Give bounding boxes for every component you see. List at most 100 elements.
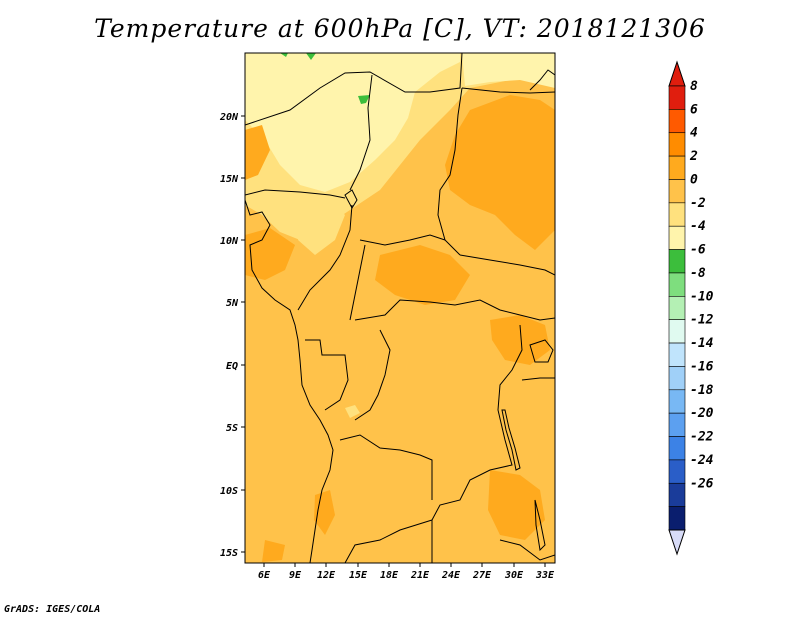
field-green-patch-1 (358, 95, 370, 104)
border-car-south (354, 299, 521, 321)
lon-label-15e: 15E (349, 570, 368, 581)
field-green-patch-3 (306, 53, 316, 60)
latitude-axis: 20N 15N 10N 5N EQ 5S 10S 15S (219, 112, 245, 559)
colorbar-upper-arrow (668, 60, 686, 87)
colorbar-label: 6 (690, 102, 698, 117)
colorbar-label: -22 (690, 430, 714, 445)
colorbar-cell (668, 85, 686, 110)
lat-label-eq: EQ (226, 361, 238, 372)
colorbar-label: 0 (690, 172, 698, 187)
colorbar-cell (668, 225, 686, 250)
lat-label-10n: 10N (220, 236, 239, 247)
colorbar-cell (668, 179, 686, 204)
lat-label-15n: 15N (220, 174, 239, 185)
field-coolest-north (245, 53, 460, 192)
colorbar-label: -24 (690, 453, 714, 468)
lake-chad (344, 189, 358, 209)
colorbar: 8 6 4 2 0 -2 -4 -6 -8 -10 -12 -14 -16 -18 -20 -22 -24 -26 (668, 60, 714, 556)
map-title: Temperature at 600hPa [C], VT: 201812130… (94, 14, 706, 43)
border-niger-algeria (245, 53, 463, 126)
border-cameroon-car (349, 244, 366, 321)
field-warm-west (245, 228, 295, 280)
colorbar-cell (668, 319, 686, 344)
colorbar-cell (668, 132, 686, 157)
longitude-axis: 6E 9E 12E 15E 18E 21E 24E 27E 30E 33E (258, 563, 555, 581)
lon-label-33e: 33E (535, 570, 555, 581)
coastline-west (245, 199, 334, 563)
field-cool-patch-west (298, 200, 345, 255)
lake-victoria (529, 339, 554, 363)
colorbar-label: -6 (690, 243, 706, 258)
colorbar-lower-arrow (668, 529, 686, 556)
red-sea-coast (529, 69, 555, 91)
field-warm-sw2 (262, 540, 285, 562)
border-nigeria-cameroon (297, 204, 353, 311)
colorbar-label: -2 (690, 196, 706, 211)
colorbar-cell (668, 296, 686, 320)
colorbar-label: -12 (690, 313, 714, 328)
colorbar-label: -10 (690, 289, 714, 304)
lat-label-5n: 5N (226, 298, 239, 309)
colorbar-label: -8 (690, 266, 706, 281)
temperature-field (245, 53, 555, 563)
colorbar-label: -26 (690, 476, 714, 491)
lon-label-6e: 6E (258, 570, 271, 581)
lat-label-5s: 5S (226, 423, 238, 434)
colorbar-label: -16 (690, 359, 714, 374)
border-angola-drc (339, 434, 433, 500)
field-warm-ne-lakes (490, 315, 550, 365)
colorbar-cell (668, 389, 686, 414)
colorbar-label: 2 (689, 149, 698, 164)
border-southsudan-east (519, 314, 555, 321)
lake-tanganyika (501, 409, 521, 471)
colorbar-cell (668, 459, 686, 484)
colorbar-label: 8 (690, 79, 698, 94)
colorbar-cell (668, 155, 686, 180)
border-zambia-east (499, 539, 555, 561)
field-green-patch-2 (280, 53, 288, 57)
border-niger-chad (349, 74, 373, 191)
colorbar-label: 4 (690, 126, 698, 141)
lon-label-21e: 21E (410, 570, 430, 581)
field-warm-central (375, 245, 470, 305)
border-nigeria-niger (245, 189, 346, 199)
border-gabon (305, 339, 349, 411)
colorbar-cell (668, 366, 686, 391)
lat-label-10s: 10S (220, 486, 238, 497)
colorbar-cell (668, 436, 686, 461)
border-chad-libya (461, 87, 555, 94)
field-warm-south (488, 470, 545, 540)
lat-label-15s: 15S (220, 548, 238, 559)
colorbar-cell (668, 506, 686, 531)
border-angola-zambia (344, 519, 433, 563)
border-congo-drc (354, 329, 391, 421)
colorbar-label: -14 (690, 336, 714, 351)
lon-label-18e: 18E (380, 570, 399, 581)
colorbar-cell (668, 412, 686, 437)
colorbar-cell (668, 342, 686, 367)
field-coolest-ne (462, 53, 555, 88)
lon-label-27e: 27E (472, 570, 492, 581)
field-cool-spot (345, 405, 360, 418)
lon-label-9e: 9E (289, 570, 302, 581)
lake-malawi (534, 499, 546, 552)
colorbar-cell (668, 272, 686, 297)
lon-label-24e: 24E (441, 570, 461, 581)
border-chad-car (359, 234, 446, 246)
field-warm-nw (245, 125, 270, 180)
border-sudan-southsudan (459, 254, 555, 276)
colorbar-cell (668, 109, 686, 134)
colorbar-cell (668, 249, 686, 274)
border-chad-sudan (437, 87, 463, 256)
border-drc-east (431, 324, 523, 563)
lon-label-30e: 30E (504, 570, 524, 581)
grads-credit: GrADS: IGES/COLA (4, 604, 101, 615)
colorbar-cell (668, 202, 686, 227)
border-tanzania (521, 377, 555, 381)
colorbar-label: -18 (690, 383, 714, 398)
colorbar-label: -20 (690, 406, 714, 421)
field-warm-east (445, 95, 555, 250)
colorbar-cell (668, 482, 686, 507)
colorbar-label: -4 (690, 219, 706, 234)
